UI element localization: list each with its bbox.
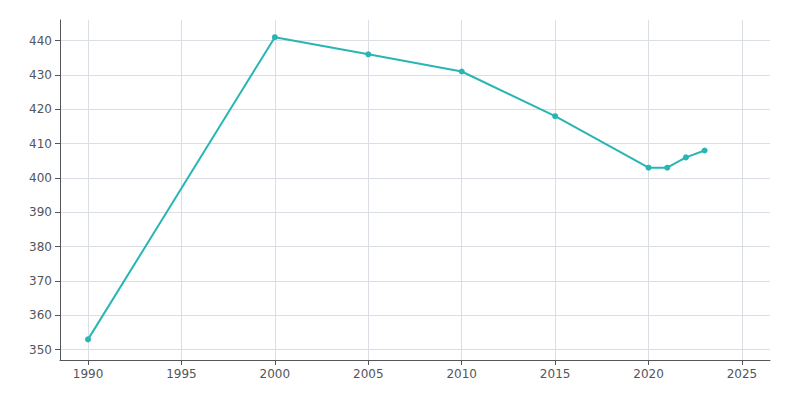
svg-text:2005: 2005 xyxy=(353,367,384,381)
svg-text:2015: 2015 xyxy=(540,367,571,381)
svg-text:2020: 2020 xyxy=(633,367,664,381)
svg-text:1995: 1995 xyxy=(166,367,197,381)
svg-text:390: 390 xyxy=(29,205,52,219)
svg-text:2000: 2000 xyxy=(260,367,291,381)
svg-text:2025: 2025 xyxy=(727,367,758,381)
svg-text:420: 420 xyxy=(29,102,52,116)
svg-text:440: 440 xyxy=(29,34,52,48)
svg-text:360: 360 xyxy=(29,308,52,322)
svg-text:370: 370 xyxy=(29,274,52,288)
svg-text:2010: 2010 xyxy=(446,367,477,381)
svg-text:350: 350 xyxy=(29,343,52,357)
svg-text:410: 410 xyxy=(29,137,52,151)
svg-text:1990: 1990 xyxy=(73,367,104,381)
svg-text:430: 430 xyxy=(29,68,52,82)
svg-text:380: 380 xyxy=(29,240,52,254)
svg-text:400: 400 xyxy=(29,171,52,185)
